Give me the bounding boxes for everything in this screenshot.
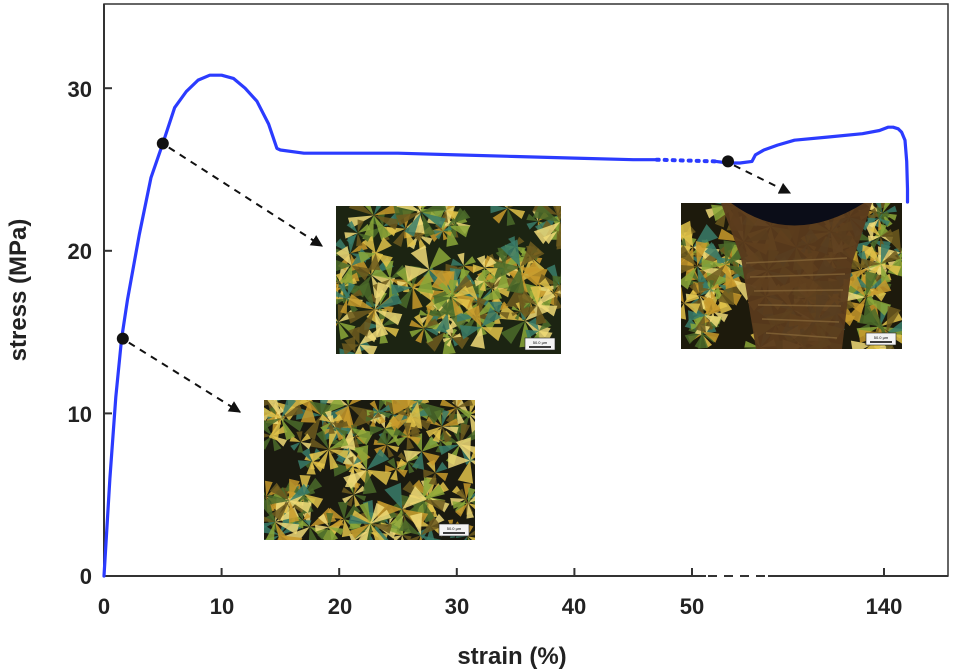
x-tick-label-10: 10 <box>210 594 234 619</box>
micrograph-low-strain: 50.0 µm <box>264 400 475 540</box>
y-tick-label-10: 10 <box>68 402 92 427</box>
marker-point-2 <box>722 155 734 168</box>
callout-arrow-0 <box>128 341 242 413</box>
y-tick-label-20: 20 <box>68 239 92 264</box>
series-line-1 <box>654 157 718 164</box>
x-tick-label-140: 140 <box>866 594 903 619</box>
callout-arrows <box>128 146 792 413</box>
axis-break-gap <box>706 570 768 582</box>
marker-point-1 <box>156 137 169 150</box>
m3-scalebar-label: 50.0 µm <box>874 335 889 340</box>
series-layer <box>102 73 910 578</box>
marker-layer <box>116 137 734 345</box>
micrograph-necking: 50.0 µm <box>681 203 902 349</box>
x-tick-label-40: 40 <box>562 594 586 619</box>
y-tick-label-30: 30 <box>68 77 92 102</box>
callout-arrow-1 <box>168 146 324 247</box>
y-axis-title: stress (MPa) <box>5 219 32 362</box>
x-tick-label-0: 0 <box>98 594 110 619</box>
series-line-2 <box>714 125 910 204</box>
m2-scalebar-label: 50.0 µm <box>533 340 548 345</box>
x-tick-label-20: 20 <box>328 594 352 619</box>
callout-arrow-2 <box>733 164 792 194</box>
x-tick-label-30: 30 <box>445 594 469 619</box>
series-line-0 <box>102 73 659 578</box>
m1-scalebar-label: 50.0 µm <box>447 526 462 531</box>
x-axis-title: strain (%) <box>457 643 566 670</box>
marker-point-0 <box>116 332 129 345</box>
x-tick-label-50: 50 <box>680 594 704 619</box>
m3-void <box>731 203 864 226</box>
micrograph-yield: 50.0 µm <box>336 206 561 354</box>
y-tick-label-0: 0 <box>80 564 92 589</box>
